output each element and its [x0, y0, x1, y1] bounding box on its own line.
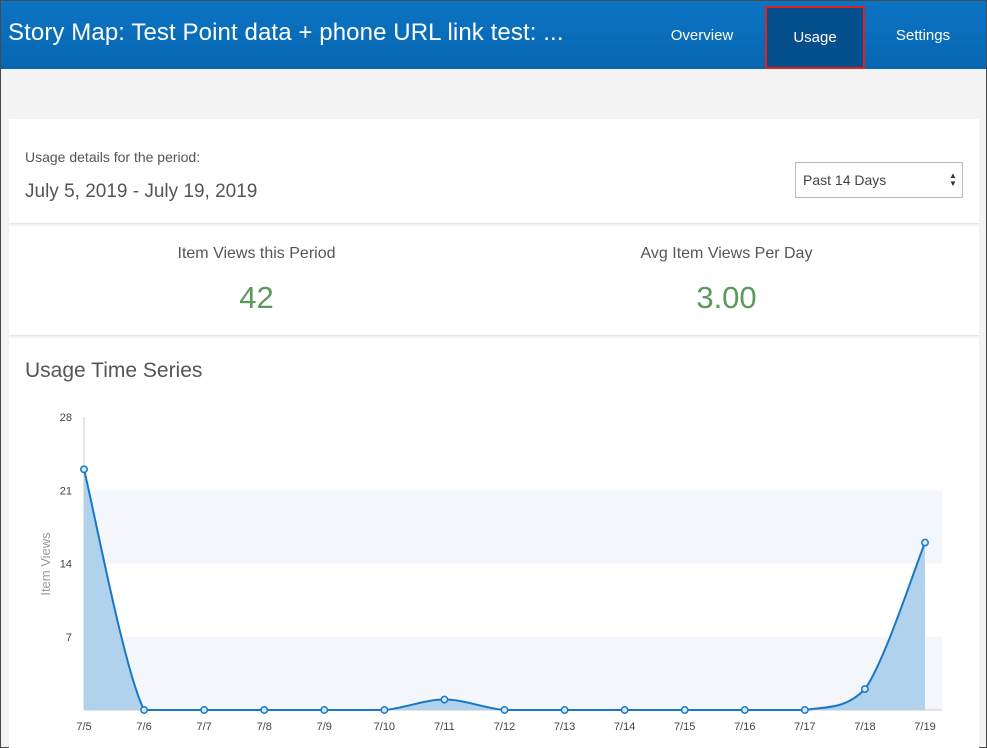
- x-tick-label: 7/19: [914, 721, 935, 733]
- stat-views-label: Item Views this Period: [177, 245, 336, 262]
- data-point-7-16: [740, 706, 749, 714]
- stat-avg-value: 3.00: [696, 280, 757, 315]
- x-tick-label: 7/15: [674, 721, 695, 733]
- x-tick-label: 7/13: [554, 721, 575, 733]
- grid-band: [84, 636, 942, 710]
- x-tick-label: 7/5: [76, 721, 91, 733]
- chart-card: 7 14 21 28 7/5 7/6 7/7 7/8 7/9 7/10 7/11 7/12 7/13 7/…: [9, 338, 979, 748]
- y-tick-label: 28: [60, 412, 72, 424]
- app-header: Story Map: Test Point data + phone URL l…: [1, 1, 986, 69]
- x-tick-label: 7/12: [494, 721, 515, 733]
- x-tick-label: 7/6: [136, 721, 151, 733]
- chart-title: Usage Time Series: [25, 359, 203, 382]
- usage-chart: 7 14 21 28 7/5 7/6 7/7 7/8 7/9 7/10 7/11 7/12 7/13 7/…: [38, 412, 942, 733]
- x-tick-label: 7/10: [374, 721, 395, 733]
- x-tick-label: 7/14: [614, 721, 635, 733]
- data-point-7-8: [260, 706, 269, 714]
- data-point-7-10: [380, 706, 389, 714]
- period-label: Usage details for the period:: [25, 149, 201, 165]
- period-card: Usage details for the period: July 5, 20…: [9, 119, 979, 224]
- tab-settings[interactable]: Settings: [895, 26, 951, 44]
- stat-avg-label: Avg Item Views Per Day: [640, 245, 813, 262]
- x-tick-label: 7/9: [317, 721, 332, 733]
- data-point-7-15: [680, 706, 689, 714]
- x-tick-label: 7/17: [794, 721, 815, 733]
- stat-views-value: 42: [239, 280, 274, 315]
- data-point-7-13: [560, 706, 569, 714]
- select-arrows-icon: ▲ ▼: [949, 171, 957, 188]
- data-point-7-19: [921, 538, 929, 547]
- data-point-7-17: [800, 706, 809, 714]
- x-tick-label: 7/8: [257, 721, 272, 733]
- tab-overview[interactable]: Overview: [670, 26, 734, 44]
- stats-card: Item Views this Period 42 Avg Item Views…: [9, 226, 979, 336]
- data-point-7-6: [140, 706, 149, 714]
- x-tick-label: 7/16: [734, 721, 755, 733]
- y-tick-label: 14: [60, 559, 72, 571]
- period-select[interactable]: Past 14 Days ▲ ▼: [795, 162, 963, 198]
- grid-band: [84, 490, 942, 564]
- data-point-7-7: [200, 706, 209, 714]
- data-point-7-14: [620, 706, 629, 714]
- x-tick-label: 7/11: [434, 721, 455, 733]
- y-axis-title: Item Views: [38, 532, 53, 596]
- tab-usage[interactable]: Usage: [765, 6, 865, 69]
- period-range: July 5, 2019 - July 19, 2019: [25, 181, 258, 202]
- data-point-7-9: [320, 706, 329, 714]
- data-point-7-5: [80, 465, 88, 474]
- y-tick-label: 7: [66, 632, 72, 644]
- period-select-value: Past 14 Days: [803, 172, 887, 188]
- page-title: Story Map: Test Point data + phone URL l…: [8, 19, 564, 46]
- y-tick-label: 21: [60, 485, 72, 497]
- data-point-7-11: [440, 695, 449, 704]
- x-tick-label: 7/18: [854, 721, 875, 733]
- x-tick-label: 7/7: [196, 721, 211, 733]
- data-point-7-12: [500, 706, 509, 714]
- data-point-7-18: [860, 685, 869, 694]
